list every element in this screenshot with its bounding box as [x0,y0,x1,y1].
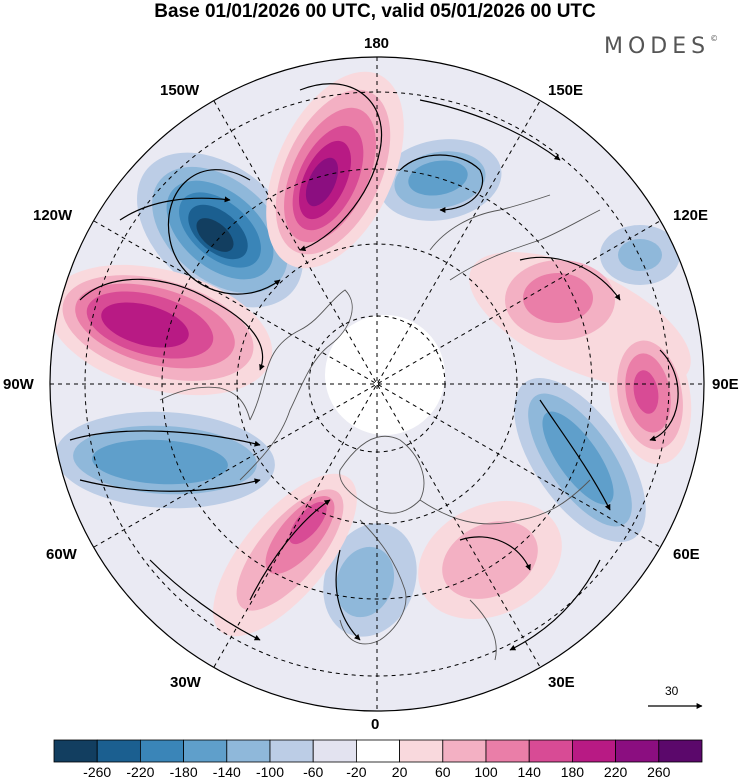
colorbar-tick-label: 260 [647,764,671,780]
colorbar-tick-label: 180 [560,764,585,780]
copyright-mark: © [710,33,719,43]
coastlines [159,194,601,661]
modes-logo: MODES© [604,34,718,59]
colorbar-tick-label: 60 [435,764,451,780]
lon-label-180: 180 [364,35,390,52]
colorbar-tick-label: -260 [83,764,112,780]
lon-label-120w: 120W [33,207,73,224]
lon-label-90w: 90W [3,376,34,393]
positive-anomaly-mongolia [608,325,692,465]
colorbar-tick-label: -60 [303,764,324,780]
colorbar-tick-label: 140 [517,764,541,780]
lon-label-30w: 30W [170,674,201,691]
positive-anomaly-alaska-canada [50,264,273,396]
colorbar-tick-label: 220 [603,764,628,780]
lon-label-60w: 60W [46,546,77,563]
lon-label-60e: 60E [673,546,700,563]
negative-anomaly-central-asia [514,378,646,542]
colorbar-tick-label: -180 [169,764,198,780]
colorbar-tick-label: -20 [346,764,367,780]
negative-anomaly-far-east [600,225,680,285]
map-border [49,56,705,712]
lon-label-0: 0 [371,716,380,733]
lon-label-120e: 120E [673,207,709,224]
negative-anomaly-europe [323,523,417,637]
colorbar-tick-label: -220 [126,764,155,780]
colorbar-tick-label: 100 [474,764,498,780]
lon-label-90e: 90E [712,376,739,393]
colorbar-tick-label: -140 [212,764,241,780]
streamlines [69,83,679,651]
positive-anomaly-greenland-atlantic [213,473,357,637]
negative-anomaly-north-america [55,411,275,509]
colorbar-tick-label: -100 [255,764,285,780]
positive-anomaly-eastern-europe [418,500,562,620]
lon-label-30e: 30E [548,674,575,691]
colorbar-tick-label: 20 [391,764,408,780]
map-title: Base 01/01/2026 00 UTC, valid 05/01/2026… [154,1,596,22]
graticule [50,57,704,711]
lon-label-150w: 150W [160,82,200,99]
polar-cap-calm [325,315,445,435]
lon-label-150e: 150E [548,82,584,99]
modes-logo-text: MODES [604,34,711,59]
wind-reference-value: 30 [665,684,679,698]
